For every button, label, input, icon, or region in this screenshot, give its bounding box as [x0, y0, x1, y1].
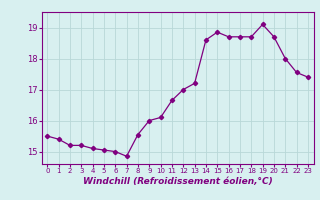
- X-axis label: Windchill (Refroidissement éolien,°C): Windchill (Refroidissement éolien,°C): [83, 177, 272, 186]
